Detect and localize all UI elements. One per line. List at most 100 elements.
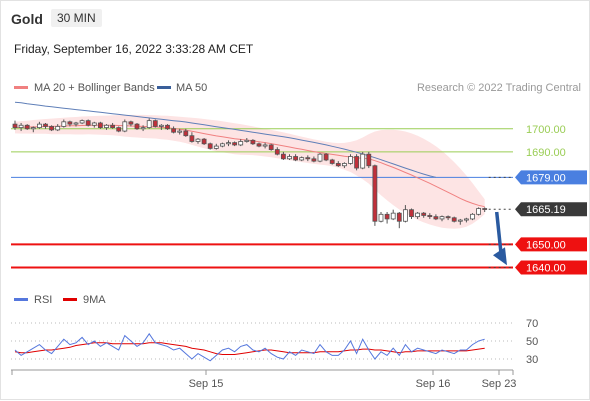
- candle-body: [433, 216, 439, 220]
- candle-body: [244, 139, 250, 142]
- candle-body: [238, 141, 244, 146]
- candle: [482, 207, 488, 212]
- candle: [177, 128, 183, 135]
- candle-body: [305, 157, 311, 160]
- bollinger-bands: [15, 114, 485, 229]
- price-tag-5: 1640.00: [515, 260, 587, 275]
- candle: [274, 147, 280, 156]
- candle-body: [12, 123, 18, 128]
- price-tag-box: [515, 260, 587, 275]
- candle: [268, 143, 274, 151]
- legend-ma20-label: MA 20 + Bollinger Bands: [34, 82, 155, 94]
- candle-body: [55, 126, 61, 131]
- candle: [317, 153, 323, 163]
- candle: [146, 118, 152, 129]
- price-tag-box: [515, 237, 587, 252]
- price-tag-label: 1640.00: [526, 263, 566, 275]
- candle-body: [476, 208, 482, 215]
- candle: [201, 138, 207, 145]
- candle-body: [396, 212, 402, 222]
- price-tag-label: 1690.00: [526, 147, 566, 159]
- rsi-line: [14, 332, 485, 362]
- candle-body: [232, 142, 238, 146]
- candle-body: [219, 143, 225, 147]
- candle-body: [158, 124, 164, 127]
- x-tick-label: Sep 23: [482, 378, 517, 390]
- candle-body: [165, 124, 170, 130]
- candle: [238, 139, 244, 147]
- candle: [445, 215, 451, 221]
- candle: [354, 154, 360, 171]
- candle-body: [354, 156, 360, 169]
- price-tag-label: 1700.00: [526, 124, 566, 136]
- legend-ma50-swatch: [157, 86, 171, 89]
- candle: [244, 138, 250, 143]
- candle: [299, 156, 305, 162]
- candle-body: [183, 130, 189, 137]
- candle-body: [439, 216, 445, 220]
- candle-body: [463, 218, 469, 221]
- price-tag-label: 1679.00: [526, 172, 566, 184]
- candle-body: [402, 209, 408, 222]
- candle: [165, 124, 170, 130]
- candle-body: [213, 145, 219, 149]
- candle-body: [262, 144, 268, 147]
- candle: [341, 162, 347, 169]
- price-tags: 1700.00 1690.00 1679.00 1665.19 1650.00 1640.…: [515, 124, 587, 275]
- candle-body: [341, 163, 347, 167]
- rsi-9ma-line: [14, 342, 485, 355]
- timeframe-badge[interactable]: 30 MIN: [51, 9, 102, 27]
- candle: [55, 124, 61, 132]
- candle: [49, 125, 54, 132]
- candle-body: [348, 156, 353, 164]
- x-axis: Sep 15 Sep 16 Sep 23: [11, 369, 517, 390]
- candle: [61, 119, 67, 128]
- rsi-tick-label: 30: [526, 354, 538, 366]
- candle: [73, 121, 79, 127]
- candle: [91, 121, 97, 128]
- candle: [158, 124, 164, 130]
- price-tag-box: [515, 202, 587, 217]
- legend-9ma-label: 9MA: [83, 294, 106, 306]
- rsi-panel: 70 50 30: [11, 318, 538, 366]
- candle: [140, 125, 146, 132]
- candles: [12, 118, 488, 229]
- price-tag-1: 1690.00: [526, 147, 566, 159]
- candle-body: [409, 209, 414, 218]
- candle: [183, 128, 189, 137]
- candle-body: [146, 120, 152, 128]
- price-tag-box: [515, 170, 587, 185]
- candle: [171, 126, 177, 134]
- candle-body: [152, 120, 158, 127]
- candle: [457, 218, 463, 225]
- forecast-arrow-shaft: [494, 211, 503, 254]
- candle-body: [268, 144, 274, 150]
- price-tag-0: 1700.00: [526, 124, 566, 136]
- x-tick-label: Sep 15: [189, 378, 224, 390]
- candle-body: [360, 153, 366, 169]
- candle: [305, 155, 311, 162]
- candle-body: [366, 153, 372, 167]
- candle: [98, 121, 103, 129]
- candle-body: [61, 121, 67, 127]
- candle-body: [421, 212, 427, 216]
- copyright-text: Research © 2022 Trading Central: [417, 82, 581, 94]
- candle: [134, 122, 140, 130]
- candle-body: [384, 213, 390, 220]
- price-tag-3: 1665.19: [515, 202, 587, 217]
- forecast-arrow-head: [493, 247, 507, 266]
- candle-body: [110, 124, 115, 128]
- candle: [439, 215, 445, 222]
- candle: [396, 212, 402, 229]
- candle-body: [482, 208, 488, 210]
- candle: [421, 212, 427, 218]
- candle: [152, 119, 158, 128]
- candle: [366, 151, 372, 169]
- candle-body: [311, 158, 317, 162]
- candle-body: [171, 128, 177, 133]
- candle-body: [378, 213, 384, 222]
- legend-rsi: RSI 9MA: [14, 294, 106, 306]
- candle: [79, 119, 85, 125]
- candle-body: [98, 122, 103, 128]
